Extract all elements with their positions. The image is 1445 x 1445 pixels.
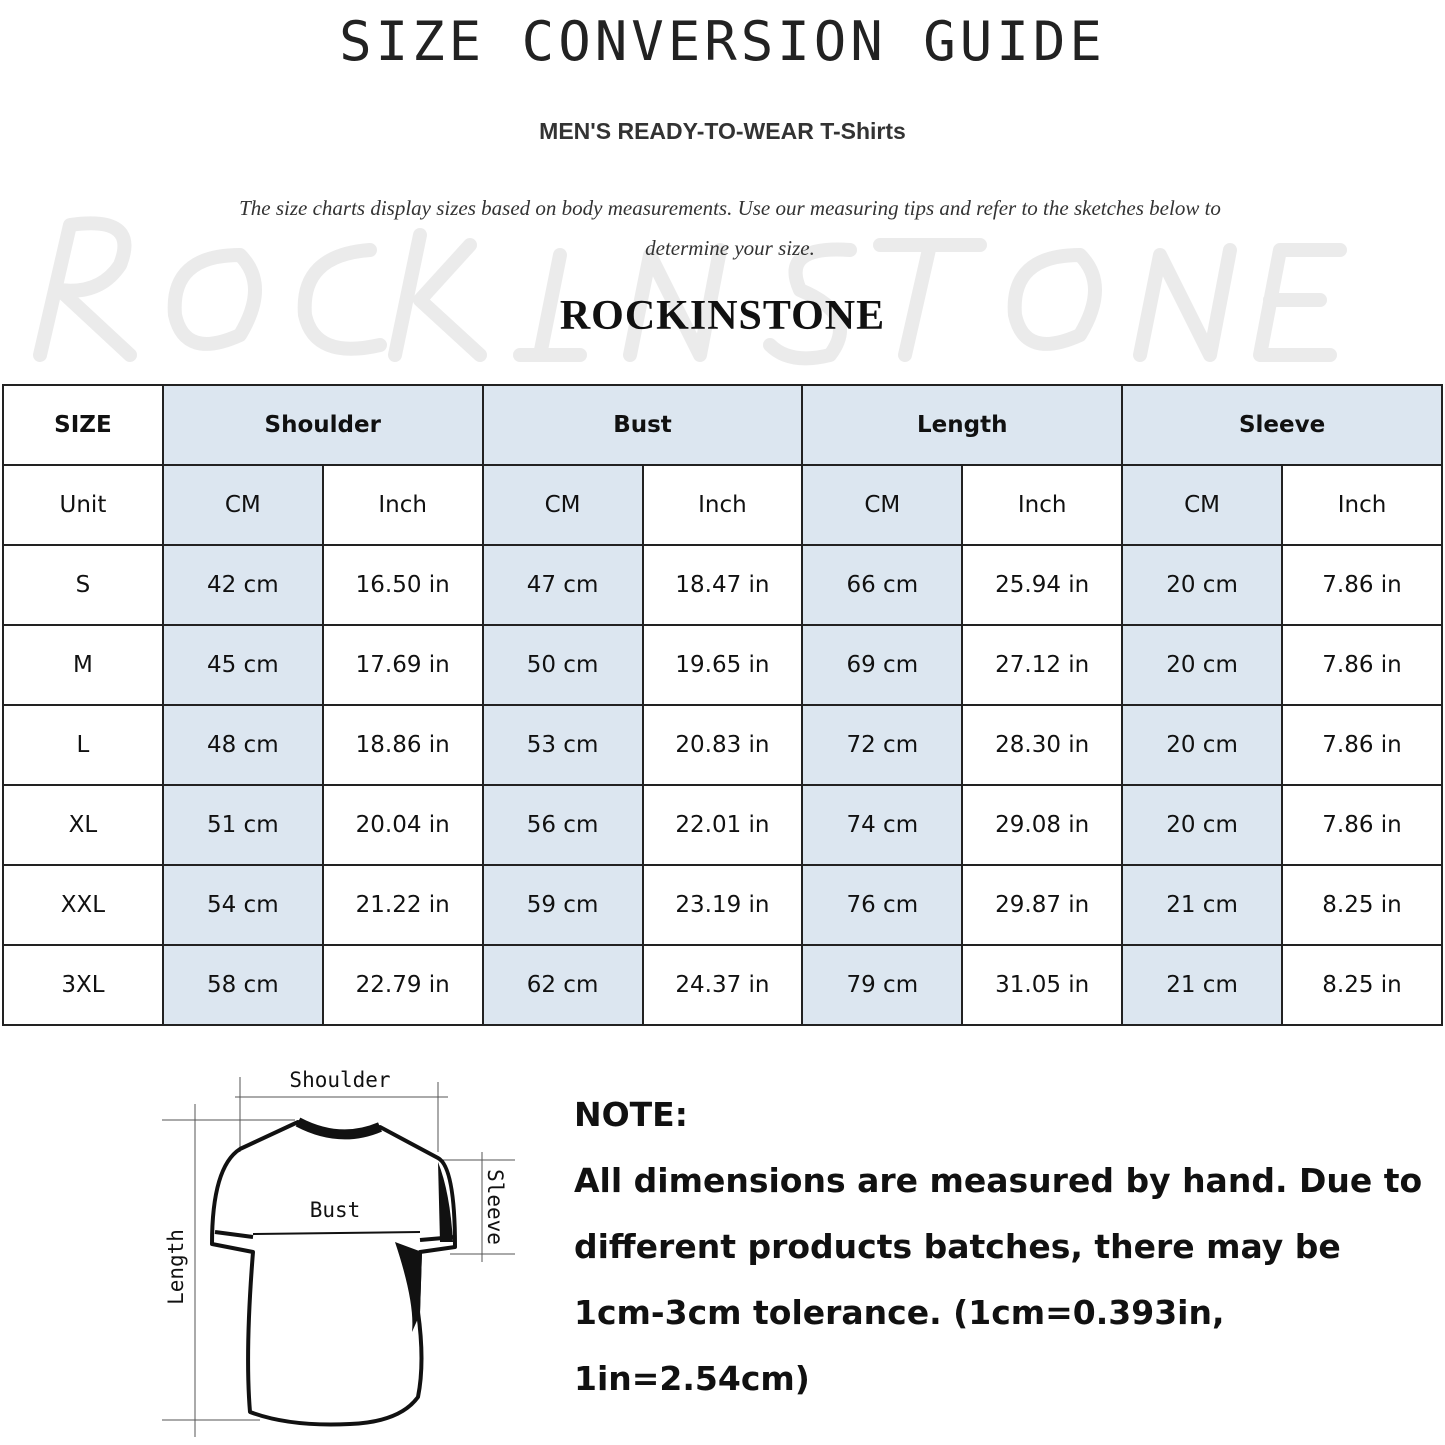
page-title: SIZE CONVERSION GUIDE: [339, 10, 1106, 73]
cm-value-cell: 48 cm: [161, 704, 324, 786]
note: NOTE: All dimensions are measured by han…: [574, 1082, 1434, 1412]
length-label: Length: [164, 1229, 188, 1305]
unit-cm: CM: [1121, 464, 1283, 546]
cm-value-cell: 20 cm: [1121, 544, 1283, 626]
inch-value-cell: 8.25 in: [1281, 864, 1443, 946]
cm-value-cell: 42 cm: [161, 544, 324, 626]
size-table: SIZE Shoulder Bust Length Sleeve Unit CM…: [2, 384, 1443, 1026]
inch-value-cell: 16.50 in: [321, 544, 484, 626]
unit-inch: Inch: [321, 464, 484, 546]
inch-value-cell: 29.87 in: [961, 864, 1124, 946]
table-row: 3XL 58 cm 22.79 in 62 cm 24.37 in 79 cm 31.05 …: [2, 944, 1443, 1026]
cm-value-cell: 54 cm: [161, 864, 324, 946]
inch-value-cell: 7.86 in: [1281, 784, 1443, 866]
cm-value-cell: 53 cm: [481, 704, 644, 786]
inch-value-cell: 23.19 in: [641, 864, 804, 946]
inch-value-cell: 25.94 in: [961, 544, 1124, 626]
unit-label: Unit: [2, 464, 164, 546]
cm-value-cell: 51 cm: [161, 784, 324, 866]
table-row: S 42 cm 16.50 in 47 cm 18.47 in 66 cm 25.94 in…: [2, 544, 1443, 626]
inch-value-cell: 7.86 in: [1281, 544, 1443, 626]
cm-value-cell: 50 cm: [481, 624, 644, 706]
cm-value-cell: 20 cm: [1121, 624, 1283, 706]
cm-value-cell: 45 cm: [161, 624, 324, 706]
inch-value-cell: 24.37 in: [641, 944, 804, 1026]
inch-value-cell: 31.05 in: [961, 944, 1124, 1026]
cm-value-cell: 69 cm: [801, 624, 964, 706]
inch-value-cell: 21.22 in: [321, 864, 484, 946]
cm-value-cell: 47 cm: [481, 544, 644, 626]
watermark-logo: [33, 216, 1347, 366]
table-row: L 48 cm 18.86 in 53 cm 20.83 in 72 cm 28.30 in…: [2, 704, 1443, 786]
inch-value-cell: 7.86 in: [1281, 624, 1443, 706]
unit-inch: Inch: [641, 464, 804, 546]
size-cell: M: [2, 624, 164, 706]
cm-value-cell: 20 cm: [1121, 704, 1283, 786]
group-header: Length: [801, 384, 1124, 466]
group-header: Bust: [481, 384, 804, 466]
cm-value-cell: 74 cm: [801, 784, 964, 866]
group-header: Shoulder: [161, 384, 484, 466]
size-cell: XXL: [2, 864, 164, 946]
inch-value-cell: 27.12 in: [961, 624, 1124, 706]
subtitle: MEN'S READY-TO-WEAR T-Shirts: [539, 118, 906, 144]
unit-cm: CM: [161, 464, 324, 546]
note-line: 1cm-3cm tolerance. (1cm=0.393in, 1in=2.5…: [574, 1293, 1225, 1398]
cm-value-cell: 58 cm: [161, 944, 324, 1026]
inch-value-cell: 19.65 in: [641, 624, 804, 706]
size-cell: 3XL: [2, 944, 164, 1026]
brand-name: ROCKINSTONE: [559, 293, 886, 339]
cm-value-cell: 56 cm: [481, 784, 644, 866]
shoulder-label: Shoulder: [289, 1068, 390, 1092]
size-cell: L: [2, 704, 164, 786]
unit-cm: CM: [801, 464, 964, 546]
unit-row: Unit CM Inch CM Inch CM Inch CM Inch: [2, 464, 1443, 546]
inch-value-cell: 28.30 in: [961, 704, 1124, 786]
inch-value-cell: 7.86 in: [1281, 704, 1443, 786]
cm-value-cell: 66 cm: [801, 544, 964, 626]
note-line: All dimensions are measured by hand. Due…: [574, 1161, 1423, 1200]
sleeve-label: Sleeve: [483, 1169, 507, 1245]
group-header: Sleeve: [1121, 384, 1443, 466]
table-row: XL 51 cm 20.04 in 56 cm 22.01 in 74 cm 29.08 i…: [2, 784, 1443, 866]
cm-value-cell: 59 cm: [481, 864, 644, 946]
unit-inch: Inch: [1281, 464, 1443, 546]
bust-label: Bust: [310, 1198, 361, 1222]
table-row: XXL 54 cm 21.22 in 59 cm 23.19 in 76 cm 29.87 …: [2, 864, 1443, 946]
inch-value-cell: 18.86 in: [321, 704, 484, 786]
inch-value-cell: 22.79 in: [321, 944, 484, 1026]
cm-value-cell: 21 cm: [1121, 864, 1283, 946]
inch-value-cell: 8.25 in: [1281, 944, 1443, 1026]
unit-cm: CM: [481, 464, 644, 546]
table-header-row: SIZE Shoulder Bust Length Sleeve: [2, 384, 1443, 466]
size-header: SIZE: [2, 384, 164, 466]
size-cell: XL: [2, 784, 164, 866]
table-row: M 45 cm 17.69 in 50 cm 19.65 in 69 cm 27.12 in…: [2, 624, 1443, 706]
cm-value-cell: 79 cm: [801, 944, 964, 1026]
inch-value-cell: 20.04 in: [321, 784, 484, 866]
cm-value-cell: 72 cm: [801, 704, 964, 786]
inch-value-cell: 20.83 in: [641, 704, 804, 786]
cm-value-cell: 21 cm: [1121, 944, 1283, 1026]
inch-value-cell: 29.08 in: [961, 784, 1124, 866]
note-heading: NOTE:: [574, 1095, 688, 1134]
inch-value-cell: 18.47 in: [641, 544, 804, 626]
cm-value-cell: 62 cm: [481, 944, 644, 1026]
inch-value-cell: 17.69 in: [321, 624, 484, 706]
description: The size charts display sizes based on b…: [239, 196, 1221, 260]
unit-inch: Inch: [961, 464, 1124, 546]
size-cell: S: [2, 544, 164, 626]
inch-value-cell: 22.01 in: [641, 784, 804, 866]
tshirt-sketch: Shoulder Bust Sleeve Length: [162, 1068, 515, 1437]
note-line: different products batches, there may be: [574, 1227, 1341, 1266]
cm-value-cell: 76 cm: [801, 864, 964, 946]
cm-value-cell: 20 cm: [1121, 784, 1283, 866]
